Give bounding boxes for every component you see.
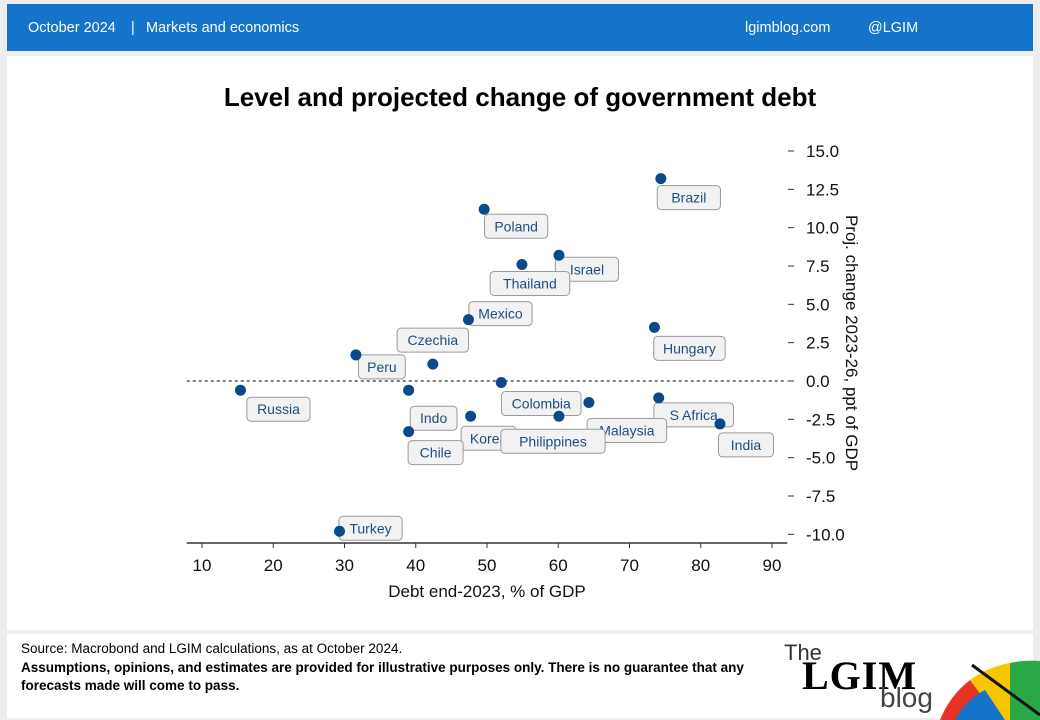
point-label-india: India bbox=[731, 437, 762, 453]
label-box-chile bbox=[407, 440, 464, 466]
point-label-russia: Russia bbox=[257, 401, 300, 417]
point-malaysia bbox=[583, 396, 595, 408]
point-label-chile: Chile bbox=[420, 445, 452, 461]
x-tick-label: 90 bbox=[763, 556, 782, 575]
header-bar: October 2024 | Markets and economics lgi… bbox=[7, 4, 1033, 51]
point-mexico bbox=[462, 314, 474, 326]
point-russia bbox=[234, 384, 246, 396]
point-label-peru: Peru bbox=[367, 359, 397, 375]
header-handle-link[interactable]: @LGIM bbox=[868, 20, 919, 36]
point-label-poland: Poland bbox=[494, 218, 538, 234]
label-box-israel bbox=[554, 256, 620, 282]
x-tick-label: 80 bbox=[691, 556, 710, 575]
point-label-thailand: Thailand bbox=[503, 275, 557, 291]
footer-panel bbox=[7, 634, 1033, 718]
point-label-czechia: Czechia bbox=[408, 332, 459, 348]
label-box-poland bbox=[484, 213, 549, 239]
y-tick-label: 5.0 bbox=[806, 295, 830, 314]
label-box-colombia bbox=[500, 391, 582, 417]
x-tick-label: 30 bbox=[335, 556, 354, 575]
logo-blog: blog bbox=[880, 682, 933, 713]
x-tick-label: 60 bbox=[549, 556, 568, 575]
y-axis-label: Proj. change 2023-26, ppt of GDP bbox=[842, 215, 861, 471]
y-tick-label: -7.5 bbox=[806, 487, 835, 506]
point-india bbox=[714, 418, 726, 430]
logo-lgim: LGIM bbox=[802, 653, 918, 698]
header-site-link[interactable]: lgimblog.com bbox=[745, 20, 831, 36]
y-tick-label: 0.0 bbox=[806, 372, 830, 391]
label-box-indo bbox=[409, 405, 458, 431]
point-label-korea: Korea bbox=[470, 430, 508, 446]
label-box-india bbox=[717, 432, 774, 458]
label-box-s-africa bbox=[653, 402, 735, 428]
point-label-turkey: Turkey bbox=[349, 520, 391, 536]
point-label-philippines: Philippines bbox=[519, 433, 587, 449]
point-label-indo: Indo bbox=[420, 410, 447, 426]
label-box-czechia bbox=[396, 327, 470, 353]
y-tick-label: -5.0 bbox=[806, 449, 835, 468]
y-tick-label: 2.5 bbox=[806, 334, 830, 353]
point-label-colombia: Colombia bbox=[512, 396, 571, 412]
y-tick-label: 12.5 bbox=[806, 180, 839, 199]
x-tick-label: 50 bbox=[478, 556, 497, 575]
point-turkey bbox=[334, 525, 346, 537]
source-note: Source: Macrobond and LGIM calculations,… bbox=[21, 641, 403, 656]
header-separator: | bbox=[131, 20, 135, 36]
point-label-brazil: Brazil bbox=[671, 190, 706, 206]
chart-title: Level and projected change of government… bbox=[223, 82, 817, 112]
header-section[interactable]: Markets and economics bbox=[146, 20, 300, 36]
x-tick-label: 20 bbox=[264, 556, 283, 575]
y-tick-label: 7.5 bbox=[806, 257, 830, 276]
y-tick-label: -2.5 bbox=[806, 410, 835, 429]
point-colombia bbox=[495, 377, 507, 389]
disclaimer-note: Assumptions, opinions, and estimates are… bbox=[21, 660, 744, 693]
label-box-philippines bbox=[500, 428, 606, 454]
label-box-brazil bbox=[656, 185, 721, 211]
label-box-russia bbox=[246, 396, 311, 422]
point-label-hungary: Hungary bbox=[663, 340, 716, 356]
x-tick-label: 10 bbox=[193, 556, 212, 575]
point-label-israel: Israel bbox=[570, 261, 604, 277]
point-israel bbox=[553, 249, 565, 261]
point-s-africa bbox=[653, 392, 665, 404]
y-tick-label: -10.0 bbox=[806, 525, 845, 544]
point-label-s-africa: S Africa bbox=[670, 407, 718, 423]
chart-panel bbox=[7, 56, 1033, 630]
point-indo bbox=[403, 384, 415, 396]
label-box-mexico bbox=[468, 301, 533, 327]
point-chile bbox=[403, 426, 415, 438]
x-axis-label: Debt end-2023, % of GDP bbox=[388, 582, 586, 601]
point-label-mexico: Mexico bbox=[478, 306, 523, 322]
umbrella-logo-icon bbox=[940, 660, 1040, 720]
point-hungary bbox=[648, 321, 660, 333]
label-box-thailand bbox=[489, 270, 571, 296]
point-brazil bbox=[655, 173, 667, 185]
y-tick-label: 15.0 bbox=[806, 142, 839, 161]
label-box-peru bbox=[358, 354, 406, 380]
point-korea bbox=[465, 410, 477, 422]
point-philippines bbox=[553, 410, 565, 422]
point-czechia bbox=[427, 358, 439, 370]
point-poland bbox=[478, 203, 490, 215]
x-tick-label: 70 bbox=[620, 556, 639, 575]
point-peru bbox=[350, 349, 362, 361]
logo-the: The bbox=[784, 640, 822, 665]
header-date: October 2024 bbox=[28, 20, 116, 36]
point-thailand bbox=[516, 258, 528, 270]
x-tick-label: 40 bbox=[406, 556, 425, 575]
point-label-malaysia: Malaysia bbox=[599, 422, 654, 438]
label-box-hungary bbox=[653, 335, 726, 361]
y-tick-label: 10.0 bbox=[806, 219, 839, 238]
